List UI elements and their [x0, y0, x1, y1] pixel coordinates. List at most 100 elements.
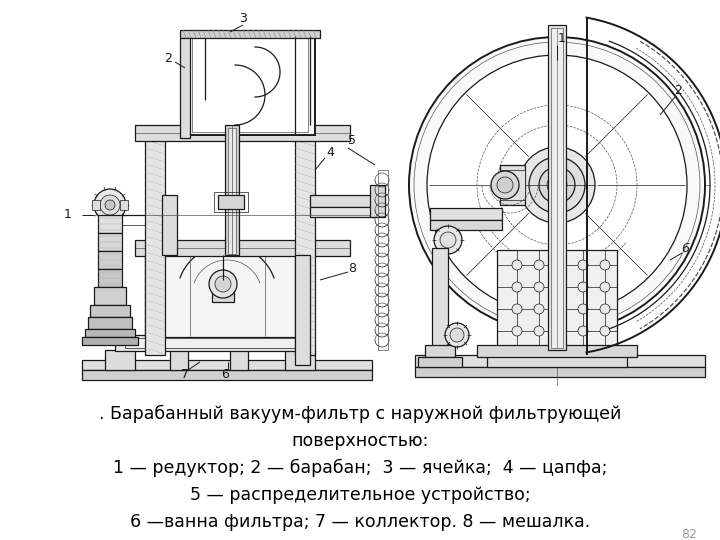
Circle shape	[556, 260, 566, 270]
Circle shape	[445, 323, 469, 347]
Bar	[214, 192, 248, 212]
Bar	[92, 200, 100, 210]
Circle shape	[600, 348, 610, 358]
Bar	[98, 233, 122, 251]
Bar	[135, 125, 350, 141]
Bar	[135, 240, 350, 256]
Bar	[88, 317, 132, 329]
Bar	[212, 290, 234, 302]
Text: 6: 6	[221, 368, 229, 381]
Text: 1 — редуктор; 2 — барабан;  3 — ячейка;  4 — цапфа;: 1 — редуктор; 2 — барабан; 3 — ячейка; 4…	[113, 459, 607, 477]
Bar	[145, 135, 165, 355]
Text: 7: 7	[181, 368, 189, 381]
Bar	[477, 345, 637, 357]
Circle shape	[427, 55, 687, 315]
Circle shape	[497, 177, 513, 193]
Circle shape	[578, 348, 588, 358]
Bar	[430, 220, 502, 230]
Circle shape	[556, 326, 566, 336]
Circle shape	[534, 260, 544, 270]
Circle shape	[105, 200, 115, 210]
Circle shape	[600, 304, 610, 314]
Bar	[162, 195, 177, 255]
Text: поверхностью:: поверхностью:	[292, 432, 428, 450]
Circle shape	[552, 180, 562, 190]
Circle shape	[94, 189, 126, 221]
Bar	[115, 335, 310, 351]
Bar	[551, 28, 563, 348]
Circle shape	[100, 195, 120, 215]
Bar	[90, 305, 130, 317]
Bar	[285, 350, 315, 370]
Circle shape	[519, 147, 595, 223]
Circle shape	[450, 328, 464, 342]
Text: 8: 8	[348, 261, 356, 274]
Circle shape	[534, 282, 544, 292]
Bar	[500, 165, 525, 205]
Circle shape	[491, 171, 519, 199]
Circle shape	[556, 282, 566, 292]
Circle shape	[409, 37, 705, 333]
Bar	[425, 345, 455, 357]
Circle shape	[547, 175, 567, 195]
Circle shape	[556, 348, 566, 358]
Bar	[378, 170, 388, 350]
Bar	[415, 367, 705, 377]
Circle shape	[578, 304, 588, 314]
Circle shape	[209, 270, 237, 298]
Bar	[487, 355, 627, 367]
Circle shape	[512, 260, 522, 270]
Bar	[497, 250, 617, 355]
Bar	[432, 248, 448, 358]
Circle shape	[534, 326, 544, 336]
Circle shape	[556, 304, 566, 314]
Circle shape	[578, 260, 588, 270]
Bar	[120, 200, 128, 210]
Circle shape	[512, 304, 522, 314]
Bar	[500, 170, 525, 200]
Circle shape	[215, 276, 231, 292]
Text: 6: 6	[681, 241, 689, 254]
Circle shape	[578, 326, 588, 336]
Bar	[82, 370, 372, 380]
Circle shape	[529, 157, 585, 213]
Bar	[82, 360, 372, 370]
Circle shape	[534, 348, 544, 358]
Bar	[430, 208, 502, 220]
Text: 1: 1	[64, 208, 72, 221]
Circle shape	[534, 304, 544, 314]
Text: 2: 2	[164, 51, 172, 64]
Bar	[370, 185, 385, 217]
Bar	[98, 251, 122, 269]
Bar	[192, 38, 308, 132]
Circle shape	[512, 282, 522, 292]
Text: 1: 1	[558, 31, 566, 44]
Bar	[125, 338, 300, 348]
Bar	[310, 195, 375, 207]
Text: 5 — распределительное устройство;: 5 — распределительное устройство;	[189, 486, 531, 504]
Circle shape	[578, 282, 588, 292]
Text: 3: 3	[239, 11, 247, 24]
Circle shape	[600, 260, 610, 270]
Bar	[418, 357, 462, 367]
Bar	[415, 355, 705, 367]
Circle shape	[512, 348, 522, 358]
Bar	[310, 207, 375, 217]
Bar	[145, 255, 310, 337]
Text: 4: 4	[326, 145, 334, 159]
Bar	[295, 135, 315, 355]
Bar	[180, 38, 190, 138]
Bar	[85, 329, 135, 337]
Bar	[180, 30, 320, 38]
Bar	[230, 350, 248, 370]
Bar	[225, 125, 239, 255]
Circle shape	[539, 167, 575, 203]
Bar	[98, 215, 122, 233]
Circle shape	[600, 282, 610, 292]
Bar	[218, 195, 244, 209]
Bar	[185, 35, 315, 135]
Circle shape	[440, 232, 456, 248]
Bar	[94, 287, 126, 305]
Bar	[228, 128, 236, 254]
Text: 82: 82	[681, 528, 697, 540]
